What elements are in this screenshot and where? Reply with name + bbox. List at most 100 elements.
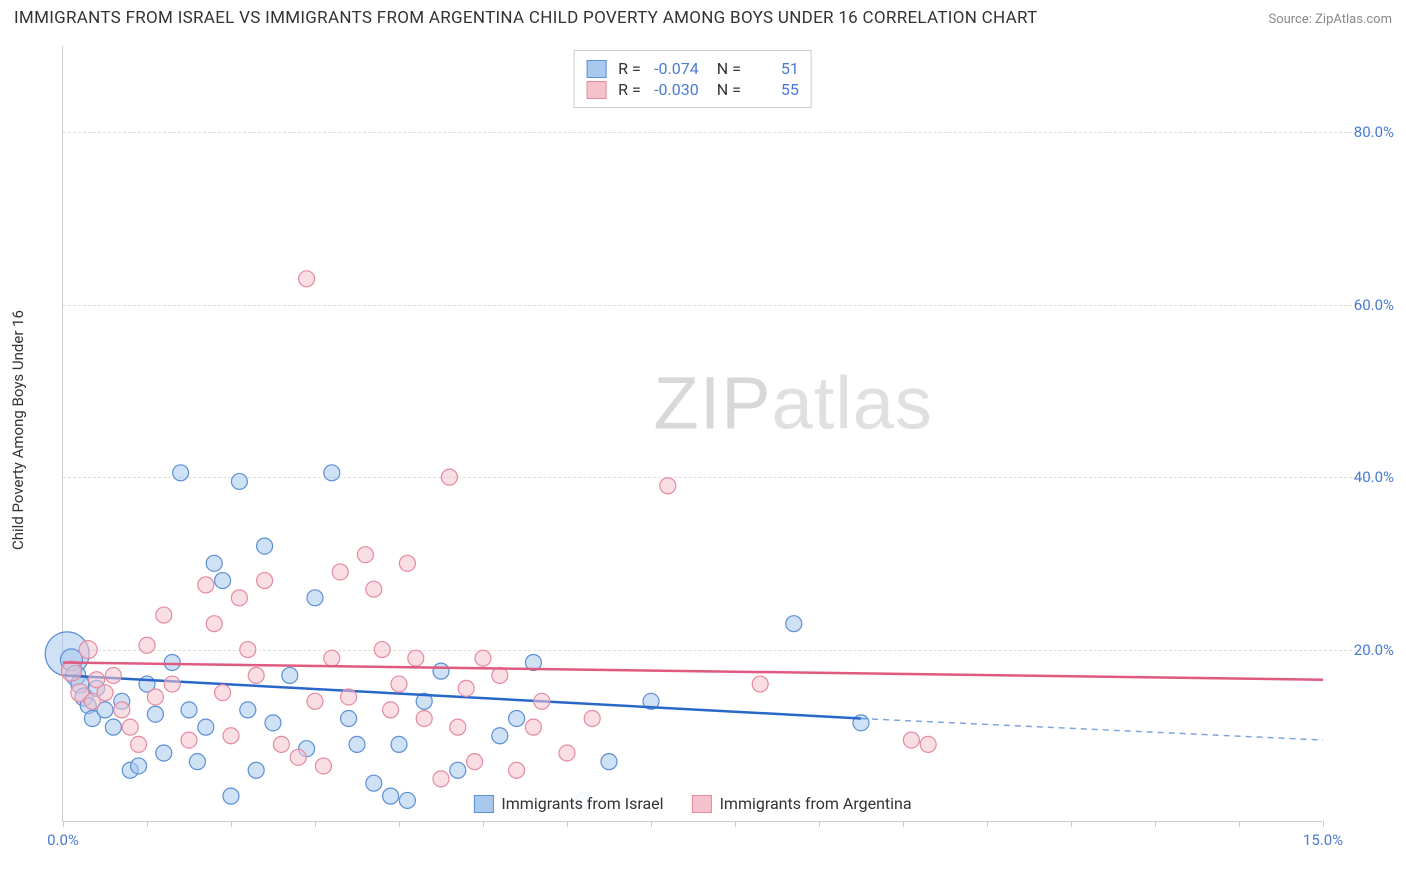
legend-item-1: Immigrants from Argentina <box>692 794 912 813</box>
data-point <box>601 754 617 770</box>
data-point <box>206 555 222 571</box>
x-tick <box>903 821 904 827</box>
data-point <box>525 719 541 735</box>
x-tick <box>735 821 736 827</box>
data-point <box>391 676 407 692</box>
n-label: N = <box>717 59 741 78</box>
data-point <box>206 616 222 632</box>
data-point <box>198 719 214 735</box>
scatter-chart <box>63 46 1322 821</box>
data-point <box>660 478 676 494</box>
stat-box: R = -0.074 N = 51 R = -0.030 N = 55 <box>573 50 812 108</box>
x-tick <box>231 821 232 827</box>
data-point <box>231 473 247 489</box>
data-point <box>559 745 575 761</box>
data-point <box>164 676 180 692</box>
data-point <box>198 577 214 593</box>
y-tick-label: 20.0% <box>1354 641 1394 659</box>
data-point <box>139 637 155 653</box>
data-point <box>433 771 449 787</box>
data-point <box>181 702 197 718</box>
data-point <box>399 792 415 808</box>
data-point <box>534 693 550 709</box>
data-point <box>307 693 323 709</box>
data-point <box>147 706 163 722</box>
chart-title: IMMIGRANTS FROM ISRAEL VS IMMIGRANTS FRO… <box>14 8 1038 28</box>
data-point <box>131 758 147 774</box>
data-point <box>509 762 525 778</box>
data-point <box>492 667 508 683</box>
data-point <box>341 689 357 705</box>
r-label: R = <box>618 59 641 78</box>
data-point <box>383 702 399 718</box>
data-point <box>248 762 264 778</box>
source-label: Source: ZipAtlas.com <box>1268 12 1392 27</box>
plot-area: ZIPatlas 20.0%40.0%60.0%80.0% 0.0%15.0% … <box>62 46 1322 822</box>
data-point <box>131 736 147 752</box>
r-value-1: -0.030 <box>647 80 699 99</box>
x-tick-label: 15.0% <box>1303 831 1343 849</box>
y-tick-label: 40.0% <box>1354 468 1394 486</box>
n-value-0: 51 <box>747 59 799 78</box>
data-point <box>299 271 315 287</box>
data-point <box>324 465 340 481</box>
x-tick <box>1323 821 1324 827</box>
x-tick <box>315 821 316 827</box>
data-point <box>231 590 247 606</box>
data-point <box>509 711 525 727</box>
r-value-0: -0.074 <box>647 59 699 78</box>
r-label: R = <box>618 80 641 99</box>
data-point <box>584 711 600 727</box>
data-point <box>105 719 121 735</box>
data-point <box>433 663 449 679</box>
stat-row-1: R = -0.030 N = 55 <box>586 80 799 99</box>
x-tick <box>987 821 988 827</box>
data-point <box>752 676 768 692</box>
data-point <box>399 555 415 571</box>
data-point <box>391 736 407 752</box>
x-tick <box>567 821 568 827</box>
data-point <box>156 607 172 623</box>
data-point <box>181 732 197 748</box>
data-point <box>248 667 264 683</box>
x-tick <box>651 821 652 827</box>
swatch-argentina <box>586 81 606 99</box>
data-point <box>307 590 323 606</box>
data-point <box>366 581 382 597</box>
x-tick <box>1071 821 1072 827</box>
data-point <box>282 667 298 683</box>
data-point <box>105 667 121 683</box>
data-point <box>61 661 81 681</box>
data-point <box>290 749 306 765</box>
x-tick <box>147 821 148 827</box>
data-point <box>240 642 256 658</box>
x-tick <box>819 821 820 827</box>
data-point <box>257 538 273 554</box>
data-point <box>79 641 97 659</box>
data-point <box>273 736 289 752</box>
data-point <box>215 573 231 589</box>
data-point <box>114 702 130 718</box>
data-point <box>441 469 457 485</box>
x-tick <box>1239 821 1240 827</box>
x-tick <box>1155 821 1156 827</box>
data-point <box>467 754 483 770</box>
legend-swatch-israel <box>473 795 493 813</box>
data-point <box>357 547 373 563</box>
x-tick-label: 0.0% <box>47 831 79 849</box>
data-point <box>164 654 180 670</box>
data-point <box>450 762 466 778</box>
data-point <box>147 689 163 705</box>
data-point <box>383 788 399 804</box>
data-point <box>257 573 273 589</box>
data-point <box>122 719 138 735</box>
data-point <box>215 685 231 701</box>
data-point <box>374 642 390 658</box>
data-point <box>265 715 281 731</box>
y-tick-label: 60.0% <box>1354 296 1394 314</box>
data-point <box>156 745 172 761</box>
data-point <box>786 616 802 632</box>
data-point <box>240 702 256 718</box>
y-axis-label: Child Poverty Among Boys Under 16 <box>9 310 27 550</box>
data-point <box>408 650 424 666</box>
